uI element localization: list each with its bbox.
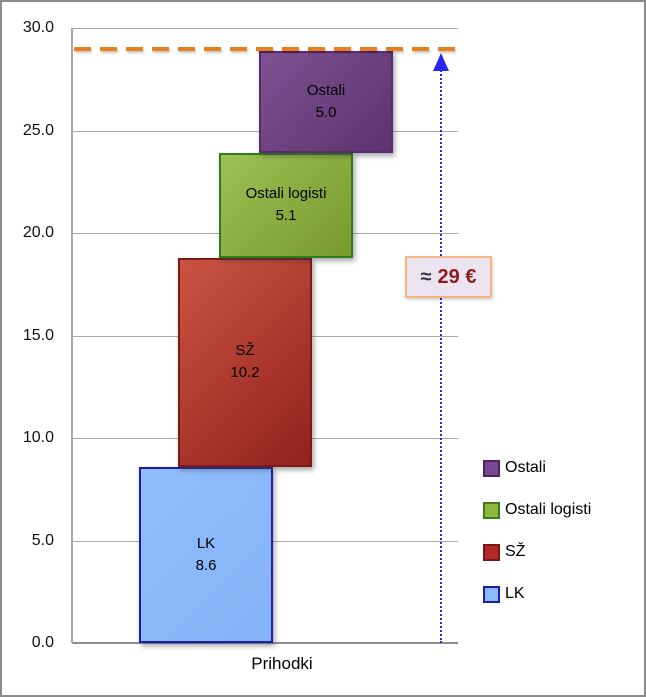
- legend-item: SŽ: [483, 531, 591, 573]
- legend: Ostali Ostali logisti SŽ LK: [483, 447, 591, 615]
- y-tick-label: 5.0: [31, 531, 54, 549]
- bar-segment-value: 8.6: [195, 556, 217, 574]
- bar-segment-sz: SŽ 10.2: [178, 257, 312, 467]
- legend-item: Ostali logisti: [483, 489, 591, 531]
- y-tick-label: 10.0: [22, 429, 54, 446]
- y-tick-label: 30.0: [22, 19, 54, 36]
- legend-item-label: Ostali logisti: [505, 501, 592, 518]
- bar-segment-ostali-logisti: Ostali logisti 5.1: [219, 153, 353, 258]
- annotation-approx-symbol: ≈: [420, 265, 432, 288]
- bar-segment-value: 5.1: [275, 207, 297, 225]
- total-dashed-line: [74, 46, 456, 51]
- legend-swatch-icon: [483, 585, 500, 603]
- legend-item: LK: [483, 573, 591, 615]
- x-axis-category-label: Prihodki: [251, 654, 313, 673]
- legend-item-label: SŽ: [505, 543, 526, 560]
- legend-item-label: Ostali: [505, 459, 546, 476]
- annotation-value: 29 €: [437, 265, 477, 288]
- y-tick-label: 20.0: [22, 224, 54, 241]
- y-axis-line: [71, 28, 73, 643]
- bar-segment-label: LK: [196, 534, 216, 552]
- legend-swatch-icon: [483, 459, 500, 477]
- legend-swatch-icon: [483, 501, 500, 519]
- y-tick-label: 0.0: [31, 634, 54, 651]
- legend-item: Ostali: [483, 447, 591, 489]
- x-axis-line: [72, 642, 458, 644]
- gridline: [72, 28, 458, 29]
- total-arrow-line: [440, 66, 442, 643]
- legend-swatch-icon: [483, 543, 500, 561]
- y-tick-label: 15.0: [22, 326, 54, 344]
- total-annotation-box: ≈ 29 €: [405, 256, 492, 298]
- bar-segment-value: 5.0: [315, 103, 337, 121]
- bar-segment-label: Ostali: [306, 81, 346, 99]
- bar-segment-label: Ostali logisti: [245, 185, 327, 203]
- bar-segment-ostali: Ostali 5.0: [259, 50, 393, 154]
- total-arrow-head-icon: [433, 52, 449, 71]
- bar-segment-lk: LK 8.6: [139, 466, 273, 643]
- bar-segment-value: 10.2: [230, 364, 260, 382]
- legend-item-label: LK: [505, 585, 525, 602]
- bar-segment-label: SŽ: [235, 342, 255, 360]
- y-tick-label: 25.0: [22, 121, 54, 139]
